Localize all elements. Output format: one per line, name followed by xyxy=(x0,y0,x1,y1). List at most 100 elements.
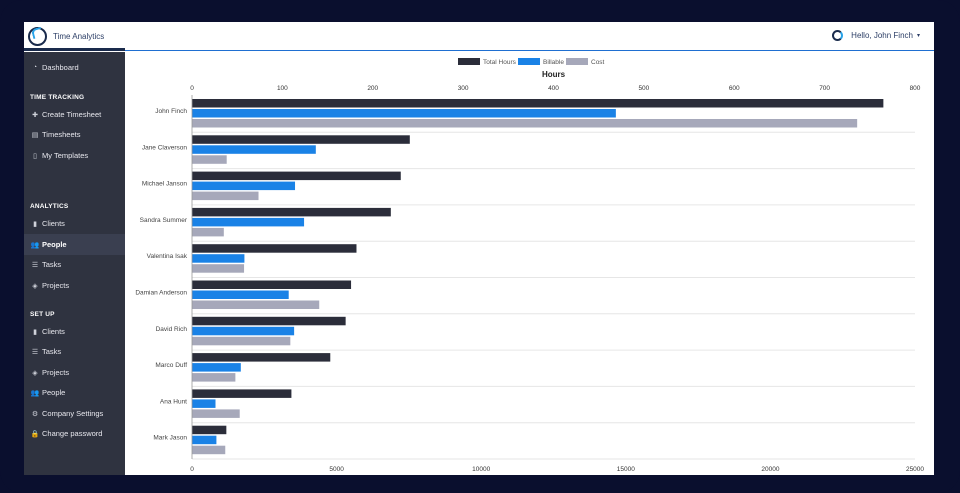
bar xyxy=(192,207,391,217)
bar xyxy=(192,435,217,445)
sidebar-item-label: Tasks xyxy=(42,260,62,269)
sidebar-item-label: Projects xyxy=(42,368,70,377)
top-axis-tick: 200 xyxy=(367,85,378,92)
top-axis-title: Hours xyxy=(542,70,566,79)
list-icon: ☰ xyxy=(31,261,39,269)
bar xyxy=(192,353,331,362)
tachometer-icon: ◔ xyxy=(32,64,38,71)
bar xyxy=(192,191,259,201)
bar xyxy=(192,399,216,408)
sidebar-item-label: People xyxy=(42,240,67,249)
sidebar-item-label: Tasks xyxy=(42,347,62,356)
bar xyxy=(192,316,346,326)
bar xyxy=(192,171,401,181)
top-axis-tick: 600 xyxy=(729,85,740,92)
bar xyxy=(192,290,289,299)
category-label: Jane Claverson xyxy=(142,144,188,151)
bottom-axis-tick: 0 xyxy=(190,466,194,473)
category-label: Ana Hunt xyxy=(160,398,187,405)
bar xyxy=(192,336,291,346)
top-axis-tick: 100 xyxy=(277,85,288,92)
gear-icon: ⚙ xyxy=(31,410,39,418)
category-label: Damian Anderson xyxy=(135,290,187,297)
bottom-axis-tick: 10000 xyxy=(472,466,490,473)
section-heading-analytics: ANALYTICS xyxy=(30,203,69,210)
app-title: Time Analytics xyxy=(53,31,105,41)
bar xyxy=(192,326,295,336)
bar xyxy=(192,119,858,128)
sidebar-item-company-settings[interactable]: ⚙ Company Settings xyxy=(24,403,125,424)
sidebar-item-label: Create Timesheet xyxy=(42,110,102,119)
sidebar-item-setup-clients[interactable]: ▮ Clients xyxy=(24,321,125,342)
tags-icon: ◈ xyxy=(32,282,38,290)
app-window: Time Analytics Hello, John Finch ▾ ◔ Das… xyxy=(24,22,934,475)
users-icon: 👥 xyxy=(30,241,40,249)
sidebar-item-create-timesheet[interactable]: ✚ Create Timesheet xyxy=(24,104,125,125)
bar xyxy=(192,135,410,144)
user-clock-icon xyxy=(832,30,844,41)
sidebar-item-label: Dashboard xyxy=(42,63,79,72)
category-label: David Rich xyxy=(156,326,188,333)
bar xyxy=(192,389,292,398)
bar xyxy=(192,264,245,273)
tags-icon: ◈ xyxy=(32,369,38,377)
bar xyxy=(192,227,224,237)
sidebar-item-label: People xyxy=(42,388,66,397)
table-icon: ▤ xyxy=(31,131,39,139)
sidebar-item-change-password[interactable]: 🔒 Change password xyxy=(24,423,125,444)
sidebar-item-analytics-people[interactable]: 👥 People xyxy=(24,234,125,255)
top-axis-tick: 0 xyxy=(190,85,194,92)
sidebar-item-label: My Templates xyxy=(42,151,89,160)
sidebar-item-setup-people[interactable]: 👥 People xyxy=(24,382,125,403)
bar xyxy=(192,363,241,372)
legend-label: Billable xyxy=(543,59,564,66)
lock-icon: 🔒 xyxy=(30,430,40,438)
sidebar: ◔ Dashboard TIME TRACKING ✚ Create Times… xyxy=(24,52,125,475)
sidebar-item-setup-tasks[interactable]: ☰ Tasks xyxy=(24,341,125,362)
bar xyxy=(192,109,616,118)
sidebar-item-label: Clients xyxy=(42,219,65,228)
sidebar-item-label: Timesheets xyxy=(42,130,81,139)
bottom-axis-tick: 20000 xyxy=(761,466,779,473)
building-icon: ▮ xyxy=(33,220,37,228)
category-label: Michael Janson xyxy=(142,181,188,188)
bar xyxy=(192,425,227,435)
sidebar-item-analytics-tasks[interactable]: ☰ Tasks xyxy=(24,254,125,275)
bar xyxy=(192,155,227,164)
bar xyxy=(192,280,352,289)
sidebar-item-setup-projects[interactable]: ◈ Projects xyxy=(24,362,125,383)
file-icon: ▯ xyxy=(33,152,37,160)
sidebar-item-label: Projects xyxy=(42,281,70,290)
top-axis-tick: 800 xyxy=(910,85,921,92)
bar xyxy=(192,373,236,382)
sidebar-item-my-templates[interactable]: ▯ My Templates xyxy=(24,145,125,166)
sidebar-item-analytics-clients[interactable]: ▮ Clients xyxy=(24,213,125,234)
top-axis-tick: 700 xyxy=(819,85,830,92)
legend-swatch xyxy=(458,58,480,65)
brand[interactable]: Time Analytics xyxy=(28,25,104,47)
legend-swatch xyxy=(518,58,540,65)
category-label: Valentina Isak xyxy=(147,253,188,260)
top-axis-tick: 300 xyxy=(458,85,469,92)
section-heading-set-up: SET UP xyxy=(30,311,55,318)
building-icon: ▮ xyxy=(33,328,37,336)
category-label: Sandra Summer xyxy=(140,217,188,224)
sidebar-item-dashboard[interactable]: ◔ Dashboard xyxy=(24,57,125,78)
bar xyxy=(192,244,357,253)
bottom-axis-tick: 25000 xyxy=(906,466,924,473)
top-axis-tick: 400 xyxy=(548,85,559,92)
sidebar-item-timesheets[interactable]: ▤ Timesheets xyxy=(24,124,125,145)
clock-logo-icon xyxy=(28,26,47,46)
section-heading-time-tracking: TIME TRACKING xyxy=(30,94,85,101)
bar xyxy=(192,99,884,108)
category-label: John Finch xyxy=(155,108,187,115)
chevron-down-icon: ▾ xyxy=(916,33,920,39)
bar xyxy=(192,409,240,418)
legend-label: Cost xyxy=(591,59,605,66)
user-menu[interactable]: Hello, John Finch ▾ xyxy=(832,30,920,41)
sidebar-item-label: Company Settings xyxy=(42,409,104,418)
sidebar-item-label: Clients xyxy=(42,327,65,336)
sidebar-item-analytics-projects[interactable]: ◈ Projects xyxy=(24,275,125,296)
list-icon: ☰ xyxy=(31,348,39,356)
